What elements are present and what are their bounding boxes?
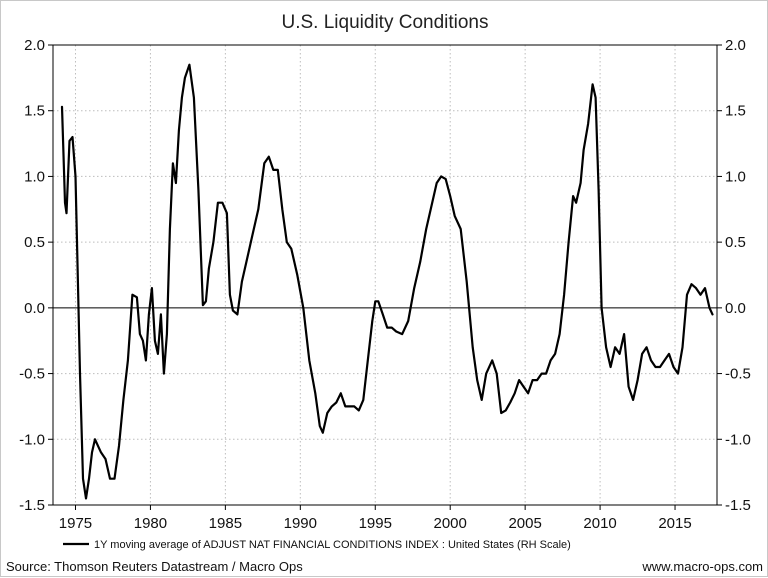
source-note: Source: Thomson Reuters Datastream / Mac… [6,559,303,574]
legend-label: 1Y moving average of ADJUST NAT FINANCIA… [94,539,571,551]
y-tick-label-left: -1.5 [19,497,45,514]
y-tick-label-right: 1.0 [725,168,746,185]
x-tick-label: 1985 [209,515,242,532]
x-tick-label: 2015 [658,515,691,532]
x-axis: 1975 1980 1985 1990 1995 2000 2005 2010 2015 [59,505,692,532]
y-tick-label-right: 0.5 [725,234,746,251]
y-tick-label-left: 0.5 [24,234,45,251]
x-tick-label: 1990 [284,515,317,532]
x-tick-label: 2005 [508,515,541,532]
y-tick-label-left: -1.0 [19,431,45,448]
y-tick-label-right: -0.5 [725,366,751,383]
x-tick-label: 2010 [583,515,616,532]
plot-border [52,44,718,506]
y-axis-right: 2.0 1.5 1.0 0.5 0.0 -0.5 -1.0 -1.5 [717,37,751,514]
y-tick-label-left: 1.0 [24,168,45,185]
series-line-financial-conditions [60,63,714,500]
x-tick-label: 1975 [59,515,92,532]
y-tick-label-right: -1.5 [725,497,751,514]
y-tick-label-right: 0.0 [725,300,746,317]
y-tick-label-left: -0.5 [19,366,45,383]
y-tick-label-left: 0.0 [24,300,45,317]
x-tick-label: 1980 [134,515,167,532]
grid-lines [53,44,717,506]
x-tick-label: 1995 [359,515,392,532]
y-tick-label-left: 1.5 [24,103,45,120]
y-tick-label-right: 1.5 [725,103,746,120]
website-link[interactable]: www.macro-ops.com [641,559,763,574]
y-axis-left: 2.0 1.5 1.0 0.5 0.0 -0.5 -1.0 -1.5 [19,37,53,514]
y-tick-label-right: -1.0 [725,431,751,448]
chart-title: U.S. Liquidity Conditions [282,12,489,33]
y-tick-label-left: 2.0 [24,37,45,54]
y-tick-label-right: 2.0 [725,37,746,54]
x-tick-label: 2000 [434,515,467,532]
